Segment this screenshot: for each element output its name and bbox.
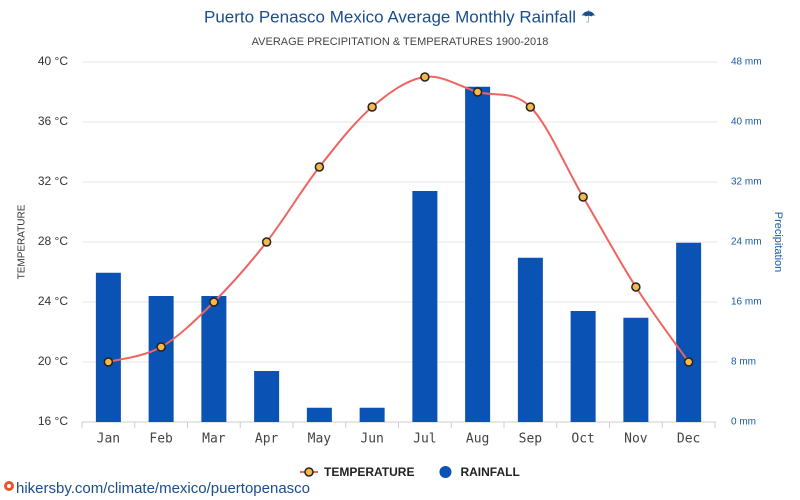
- y-tick-label: 16 °C: [38, 414, 68, 428]
- y2-tick-label: 24 mm: [731, 237, 762, 248]
- x-tick-label: Apr: [255, 432, 279, 447]
- legend-marker: [439, 466, 452, 478]
- y-tick-label: 36 °C: [38, 114, 68, 128]
- line-marker: [367, 102, 377, 112]
- x-tick-label: Mar: [202, 432, 226, 447]
- x-tick-label: Oct: [571, 432, 594, 447]
- bar: [201, 296, 227, 422]
- x-tick-label: Feb: [149, 432, 173, 447]
- line-marker: [314, 162, 325, 172]
- y-tick-label: 20 °C: [38, 354, 68, 368]
- y-axis-label: TEMPERATURE: [17, 204, 28, 279]
- line-marker: [420, 72, 430, 82]
- x-tick-label: Dec: [677, 432, 700, 447]
- x-tick-label: Sep: [519, 432, 543, 447]
- source-pin: [4, 481, 14, 491]
- bar: [570, 311, 596, 422]
- line-marker: [631, 282, 641, 292]
- x-tick-label: Nov: [624, 432, 648, 447]
- legend-marker: [304, 467, 314, 477]
- bar: [412, 191, 438, 422]
- bar: [676, 242, 702, 422]
- line-marker: [472, 87, 483, 97]
- y-tick-label: 28 °C: [38, 234, 68, 248]
- legend-label: RAINFALL: [460, 465, 519, 479]
- y2-tick-label: 8 mm: [731, 357, 756, 368]
- line-marker: [209, 297, 219, 307]
- chart-subtitle: AVERAGE PRECIPITATION & TEMPERATURES 190…: [252, 36, 549, 48]
- line-marker: [578, 192, 588, 202]
- y2-tick-label: 16 mm: [731, 297, 762, 308]
- line-marker: [683, 357, 694, 367]
- y2-tick-label: 40 mm: [731, 117, 762, 128]
- x-tick-label: May: [308, 432, 332, 447]
- source-link[interactable]: hikersby.com/climate/mexico/puertopenasc…: [16, 480, 310, 497]
- bar: [517, 257, 543, 422]
- y-tick-label: 40 °C: [38, 54, 68, 68]
- bar: [623, 317, 649, 422]
- y2-tick-label: 0 mm: [731, 417, 756, 428]
- y2-tick-label: 48 mm: [731, 57, 762, 68]
- bar: [148, 296, 174, 422]
- y-tick-label: 24 °C: [38, 294, 68, 308]
- temperature-line: [108, 75, 690, 363]
- bar: [465, 86, 491, 422]
- x-tick-label: Jun: [360, 432, 383, 447]
- bar: [95, 272, 121, 422]
- x-tick-label: Jul: [413, 432, 436, 447]
- y2-axis-label: Precipitation: [772, 212, 784, 273]
- line-marker: [261, 237, 272, 247]
- bar: [359, 407, 385, 422]
- bar: [254, 371, 280, 422]
- line-marker: [525, 102, 536, 112]
- line-marker: [156, 342, 166, 352]
- bar: [306, 407, 332, 422]
- y2-tick-label: 32 mm: [731, 177, 762, 188]
- y-tick-label: 32 °C: [38, 174, 68, 188]
- chart-title: Puerto Penasco Mexico Average Monthly Ra…: [204, 7, 596, 26]
- legend-label: TEMPERATURE: [324, 465, 414, 479]
- x-tick-label: Jan: [97, 432, 120, 447]
- line-marker: [103, 357, 114, 367]
- x-tick-label: Aug: [466, 432, 489, 447]
